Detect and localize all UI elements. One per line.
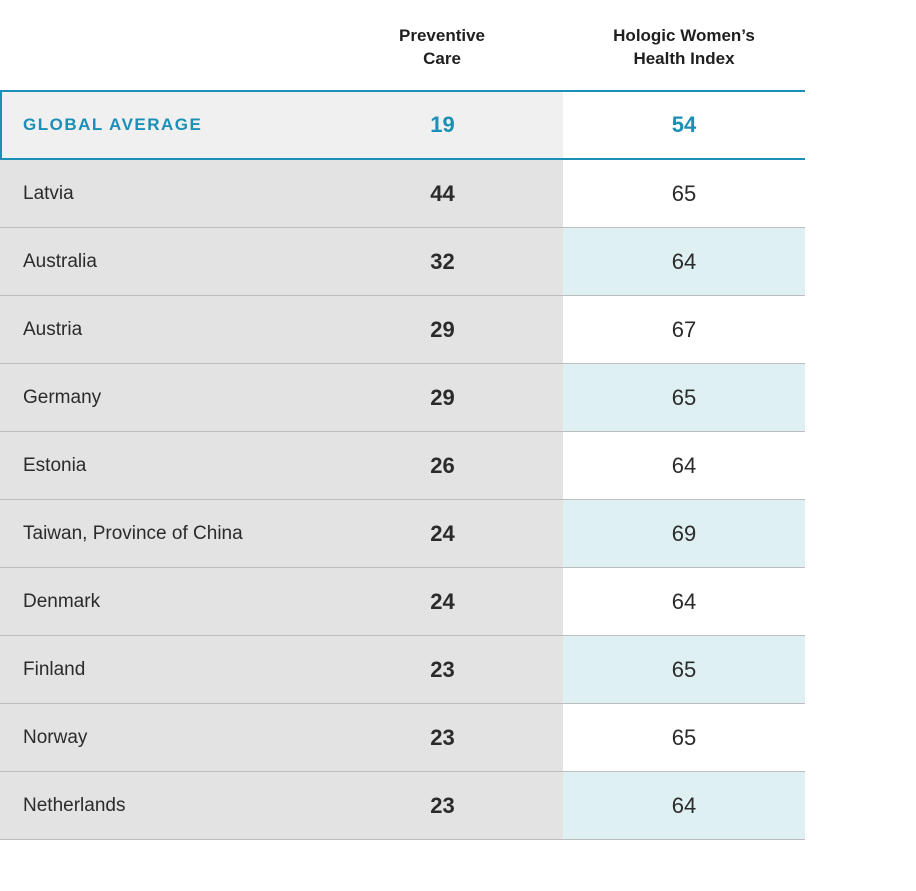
country-name: Netherlands [0,772,322,839]
column-header-health-index: Hologic Women’s Health Index [613,26,755,68]
health-index-value: 65 [563,160,805,227]
preventive-care-value: 23 [322,772,563,839]
country-name: Estonia [0,432,322,499]
country-name: Latvia [0,160,322,227]
country-name: Denmark [0,568,322,635]
table-row: Germany 29 65 [0,364,805,432]
preventive-care-value: 23 [322,636,563,703]
column-header-preventive-care: Preventive Care [399,26,485,68]
health-index-value: 64 [563,228,805,295]
preventive-care-value: 29 [322,296,563,363]
table-row: Norway 23 65 [0,704,805,772]
global-average-preventive-care: 19 [322,92,563,158]
health-index-value: 65 [563,636,805,703]
preventive-care-value: 24 [322,568,563,635]
preventive-care-value: 24 [322,500,563,567]
preventive-care-value: 23 [322,704,563,771]
country-name: Taiwan, Province of China [0,500,322,567]
health-index-value: 69 [563,500,805,567]
health-index-value: 67 [563,296,805,363]
health-index-value: 65 [563,704,805,771]
table-row: Netherlands 23 64 [0,772,805,840]
country-name: Australia [0,228,322,295]
table-row: Estonia 26 64 [0,432,805,500]
preventive-care-value: 29 [322,364,563,431]
health-index-value: 64 [563,432,805,499]
table-row: Taiwan, Province of China 24 69 [0,500,805,568]
country-name: Norway [0,704,322,771]
table-row: Finland 23 65 [0,636,805,704]
preventive-care-value: 44 [322,160,563,227]
preventive-care-value: 32 [322,228,563,295]
global-average-label: GLOBAL AVERAGE [2,92,324,158]
health-index-value: 64 [563,568,805,635]
preventive-care-value: 26 [322,432,563,499]
table-row: Australia 32 64 [0,228,805,296]
health-index-value: 64 [563,772,805,839]
global-average-index: 54 [563,92,805,158]
health-index-value: 65 [563,364,805,431]
table-row: Latvia 44 65 [0,160,805,228]
global-average-row: GLOBAL AVERAGE 19 54 [0,90,805,160]
country-name: Finland [0,636,322,703]
country-name: Austria [0,296,322,363]
country-name: Germany [0,364,322,431]
table-row: Austria 29 67 [0,296,805,364]
table-row: Denmark 24 64 [0,568,805,636]
